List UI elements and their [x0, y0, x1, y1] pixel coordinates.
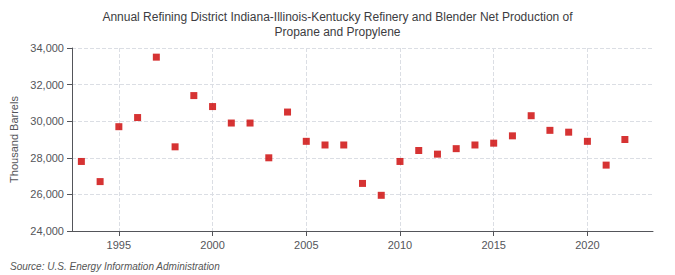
svg-text:Annual Refining District India: Annual Refining District Indiana-Illinoi… [102, 10, 573, 24]
svg-text:30,000: 30,000 [30, 115, 64, 127]
svg-text:Thousand Barrels: Thousand Barrels [8, 96, 20, 183]
svg-text:Propane and Propylene: Propane and Propylene [274, 25, 400, 39]
svg-text:2010: 2010 [388, 239, 412, 251]
svg-text:32,000: 32,000 [30, 79, 64, 91]
svg-text:34,000: 34,000 [30, 42, 64, 54]
svg-text:2000: 2000 [200, 239, 224, 251]
svg-text:1995: 1995 [107, 239, 131, 251]
svg-text:2005: 2005 [294, 239, 318, 251]
svg-text:28,000: 28,000 [30, 152, 64, 164]
svg-text:2015: 2015 [481, 239, 505, 251]
svg-text:2020: 2020 [575, 239, 599, 251]
svg-text:Source: U.S. Energy Informatio: Source: U.S. Energy Information Administ… [10, 261, 220, 272]
svg-text:26,000: 26,000 [30, 188, 64, 200]
svg-text:24,000: 24,000 [30, 225, 64, 237]
